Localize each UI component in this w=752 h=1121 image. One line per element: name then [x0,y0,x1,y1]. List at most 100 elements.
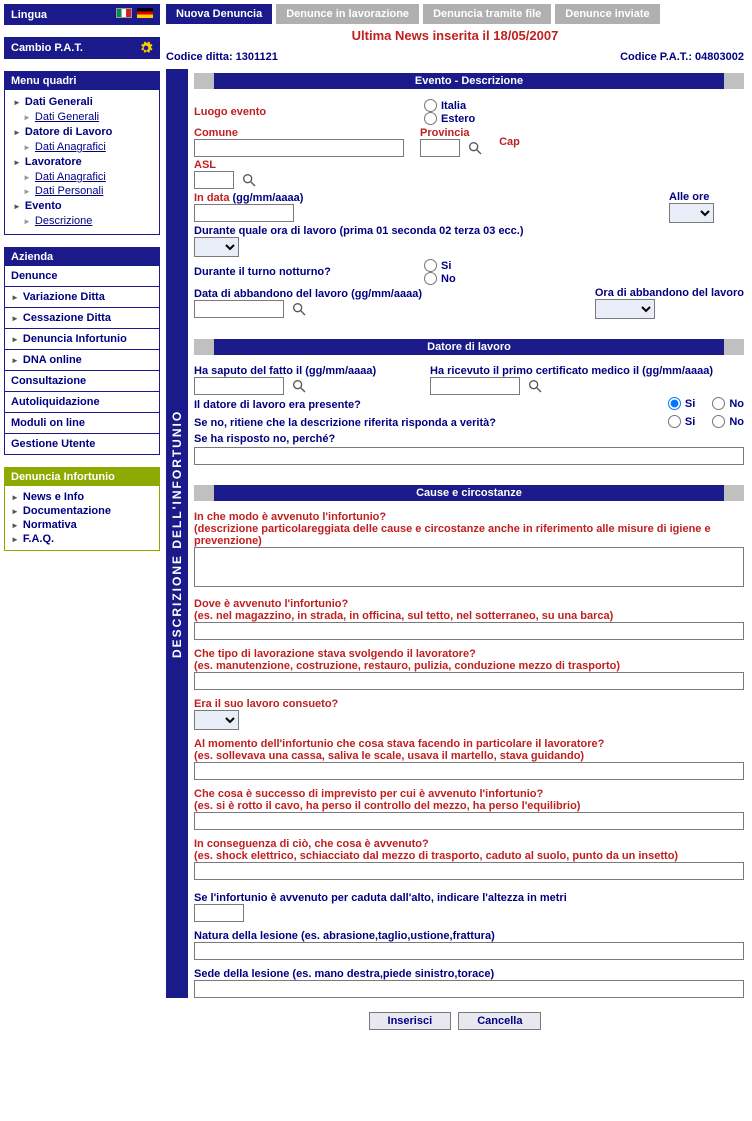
panel-denuncia-infortunio: Denuncia Infortunio News e Info Document… [4,467,160,551]
az-denuncia-infortunio[interactable]: Denuncia Infortunio [5,329,159,350]
panel-denuncia-infortunio-title: Denuncia Infortunio [11,471,115,483]
btn-cancella[interactable]: Cancella [458,1012,541,1030]
tab-denunce-inviate[interactable]: Denunce inviate [555,4,659,24]
lbl-comune: Comune [194,127,404,139]
select-alle-ore[interactable] [669,203,714,223]
lbl-imprevisto-q: Che cosa è successo di imprevisto per cu… [194,788,744,800]
lbl-tipo-lav-q: Che tipo di lavorazione stava svolgendo … [194,648,744,660]
green-news[interactable]: News e Info [11,490,153,504]
opt-estero[interactable]: Estero [424,112,475,125]
input-ha-saputo[interactable] [194,377,284,395]
tab-denunce-lavorazione[interactable]: Denunce in lavorazione [276,4,419,24]
input-asl[interactable] [194,171,234,189]
az-variazione-ditta[interactable]: Variazione Ditta [5,287,159,308]
az-dna-online[interactable]: DNA online [5,350,159,371]
input-comune[interactable] [194,139,404,157]
lbl-se-no-descr: Se no, ritiene che la descrizione riferi… [194,417,496,429]
textarea-modo[interactable] [194,547,744,587]
opt-verita-si[interactable]: Si [668,415,695,428]
input-in-data[interactable] [194,204,294,222]
lbl-ora-abbandono: Ora di abbandono del lavoro [595,287,744,299]
opt-verita-no[interactable]: No [712,415,744,428]
green-normativa[interactable]: Normativa [11,518,153,532]
opt-notte-no[interactable]: No [424,272,456,285]
panel-menu-quadri-title: Menu quadri [11,75,76,87]
tab-nuova-denuncia[interactable]: Nuova Denuncia [166,4,272,24]
lbl-provincia: Provincia [420,127,483,139]
az-gestione-utente[interactable]: Gestione Utente [5,434,159,454]
section-datore: Datore di lavoro [194,339,744,355]
section-cause: Cause e circostanze [194,485,744,501]
lbl-natura-lesione: Natura della lesione (es. abrasione,tagl… [194,930,744,942]
btn-inserisci[interactable]: Inserisci [369,1012,452,1030]
news-banner: Ultima News inserita il 18/05/2007 [166,28,744,43]
menu-datore-lavoro[interactable]: Datore di Lavoro [11,124,153,140]
az-moduli-online[interactable]: Moduli on line [5,413,159,434]
side-label: DESCRIZIONE DELL'INFORTUNIO [166,69,188,998]
lbl-alle-ore: Alle ore [669,191,714,203]
input-tipo-lav[interactable] [194,672,744,690]
opt-presente-si[interactable]: Si [668,397,695,410]
menu-datore-lavoro-sub[interactable]: Dati Anagrafici [11,140,153,154]
lbl-conseguenza-q: In conseguenza di ciò, che cosa è avvenu… [194,838,744,850]
lbl-luogo-evento: Luogo evento [194,106,424,118]
menu-evento-sub[interactable]: Descrizione [11,214,153,228]
search-ha-saputo-icon[interactable] [291,378,307,394]
panel-menu-quadri: Menu quadri Dati Generali Dati Generali … [4,71,160,235]
tab-denuncia-tramite-file[interactable]: Denuncia tramite file [423,4,551,24]
lbl-datore-presente: Il datore di lavoro era presente? [194,399,361,411]
lbl-cap: Cap [499,136,520,148]
green-documentazione[interactable]: Documentazione [11,504,153,518]
panel-cambio-pat: Cambio P.A.T. [4,37,160,59]
az-autoliquidazione[interactable]: Autoliquidazione [5,392,159,413]
lbl-ha-saputo: Ha saputo del fatto il (gg/mm/aaaa) [194,365,414,377]
menu-lavoratore-sub1[interactable]: Dati Anagrafici [11,170,153,184]
opt-presente-no[interactable]: No [712,397,744,410]
flags [114,8,153,21]
search-provincia-icon[interactable] [467,140,483,156]
input-caduta-alto[interactable] [194,904,244,922]
sidebar: Lingua Cambio P.A.T. Menu quadri Dati Ge… [0,0,162,567]
codice-pat: Codice P.A.T.: 04803002 [620,51,744,63]
lbl-data-abbandono: Data di abbandono del lavoro (gg/mm/aaaa… [194,288,422,300]
lbl-durante-notte: Durante il turno notturno? [194,266,424,278]
select-ora-abbandono[interactable] [595,299,655,319]
main-form: Evento - Descrizione Luogo evento Italia… [194,69,744,998]
select-durante-ora[interactable] [194,237,239,257]
az-denunce[interactable]: Denunce [5,266,159,287]
search-asl-icon[interactable] [241,172,257,188]
flag-it-icon[interactable] [116,8,132,18]
input-dove[interactable] [194,622,744,640]
lbl-sede-lesione: Sede della lesione (es. mano destra,pied… [194,968,744,980]
az-consultazione[interactable]: Consultazione [5,371,159,392]
flag-de-icon[interactable] [137,8,153,18]
opt-italia[interactable]: Italia [424,99,475,112]
menu-evento[interactable]: Evento [11,198,153,214]
input-imprevisto[interactable] [194,812,744,830]
search-ha-ricevuto-icon[interactable] [527,378,543,394]
panel-cambio-pat-title: Cambio P.A.T. [11,42,83,54]
input-data-abbandono[interactable] [194,300,284,318]
menu-dati-generali-sub[interactable]: Dati Generali [11,110,153,124]
lbl-caduta-alto: Se l'infortunio è avvenuto per caduta da… [194,892,744,904]
green-faq[interactable]: F.A.Q. [11,532,153,546]
input-conseguenza[interactable] [194,862,744,880]
panel-lingua: Lingua [4,4,160,25]
input-ha-ricevuto[interactable] [430,377,520,395]
input-sede-lesione[interactable] [194,980,744,998]
input-provincia[interactable] [420,139,460,157]
input-momento[interactable] [194,762,744,780]
opt-notte-si[interactable]: Si [424,259,456,272]
search-data-abbandono-icon[interactable] [291,301,307,317]
menu-lavoratore[interactable]: Lavoratore [11,154,153,170]
input-se-no-perche[interactable] [194,447,744,465]
select-consueto[interactable] [194,710,239,730]
menu-dati-generali[interactable]: Dati Generali [11,94,153,110]
menu-lavoratore-sub2[interactable]: Dati Personali [11,184,153,198]
lbl-tipo-lav-sub: (es. manutenzione, costruzione, restauro… [194,660,744,672]
gear-icon[interactable] [139,41,153,55]
section-evento: Evento - Descrizione [194,73,744,89]
input-natura-lesione[interactable] [194,942,744,960]
az-cessazione-ditta[interactable]: Cessazione Ditta [5,308,159,329]
lbl-asl: ASL [194,159,257,171]
